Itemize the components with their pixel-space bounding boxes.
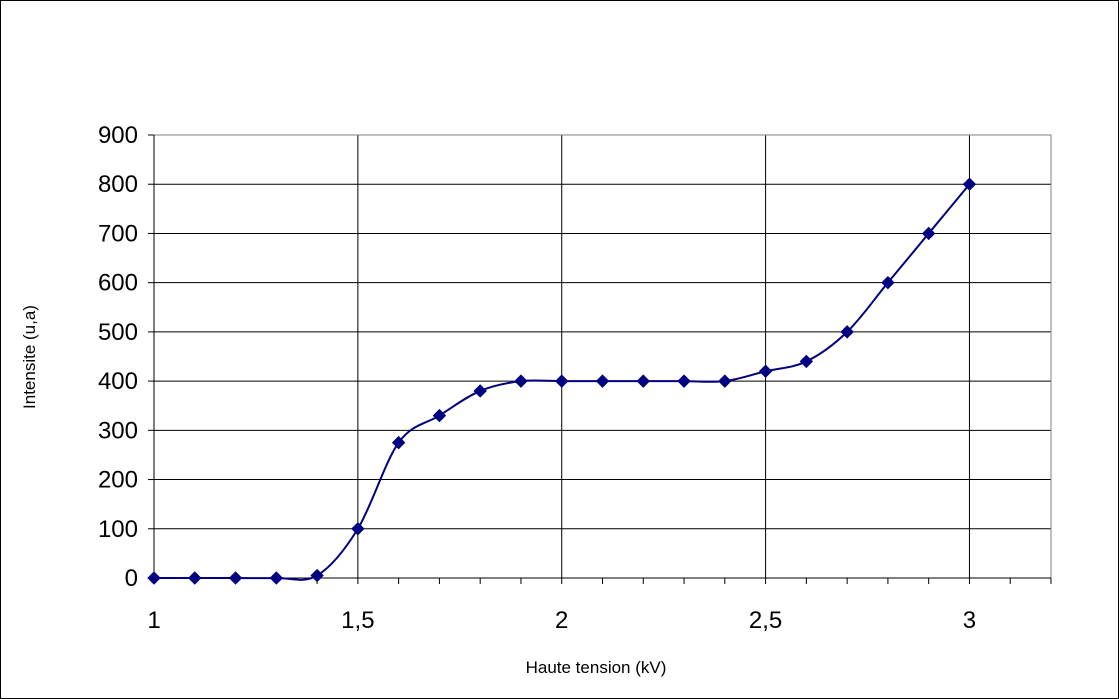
x-axis-title: Haute tension (kV) (526, 658, 667, 677)
x-tick-label: 2 (555, 607, 568, 634)
y-tick-label: 500 (98, 319, 138, 346)
data-point-marker (921, 226, 936, 241)
data-point-marker (677, 374, 691, 388)
tick-labels: 0 100 200 300 400 500 600 700 800 900 1 1,5 2 2,5 3 (98, 122, 976, 634)
data-point-marker (718, 374, 732, 388)
y-tick-label: 800 (98, 171, 138, 198)
data-point-marker (962, 177, 977, 191)
data-point-marker (188, 571, 202, 585)
data-point-marker (514, 374, 528, 388)
data-point-marker (799, 354, 814, 369)
y-tick-label: 300 (98, 417, 138, 444)
data-point-marker (432, 408, 447, 423)
data-point-marker (636, 374, 650, 388)
data-point-marker (351, 522, 365, 536)
axes (148, 134, 1052, 584)
y-tick-label: 600 (98, 270, 138, 297)
data-point-marker (881, 275, 895, 290)
y-axis-title: Intensite (u,a) (20, 305, 39, 409)
grid-lines (154, 134, 1051, 578)
y-tick-label: 700 (98, 220, 138, 247)
x-tick-label: 1,5 (341, 607, 374, 634)
data-point-marker (555, 374, 569, 388)
data-point-marker (269, 571, 284, 585)
data-point-marker (391, 435, 406, 450)
y-tick-label: 100 (98, 516, 138, 543)
data-point-marker (228, 571, 243, 585)
y-tick-label: 200 (98, 467, 138, 494)
x-tick-label: 1 (147, 607, 160, 634)
y-tick-label: 900 (98, 122, 138, 149)
x-tick-label: 2,5 (749, 607, 782, 634)
x-tick-label: 3 (963, 607, 976, 634)
plot-area-border (153, 134, 1052, 579)
data-point-marker (310, 568, 324, 583)
data-point-marker (473, 384, 487, 398)
data-point-marker (758, 364, 773, 378)
data-series (147, 177, 977, 585)
data-point-marker (147, 571, 161, 585)
y-tick-label: 0 (125, 565, 138, 592)
data-point-marker (840, 325, 854, 339)
y-tick-label: 400 (98, 368, 138, 395)
data-point-marker (595, 374, 610, 388)
